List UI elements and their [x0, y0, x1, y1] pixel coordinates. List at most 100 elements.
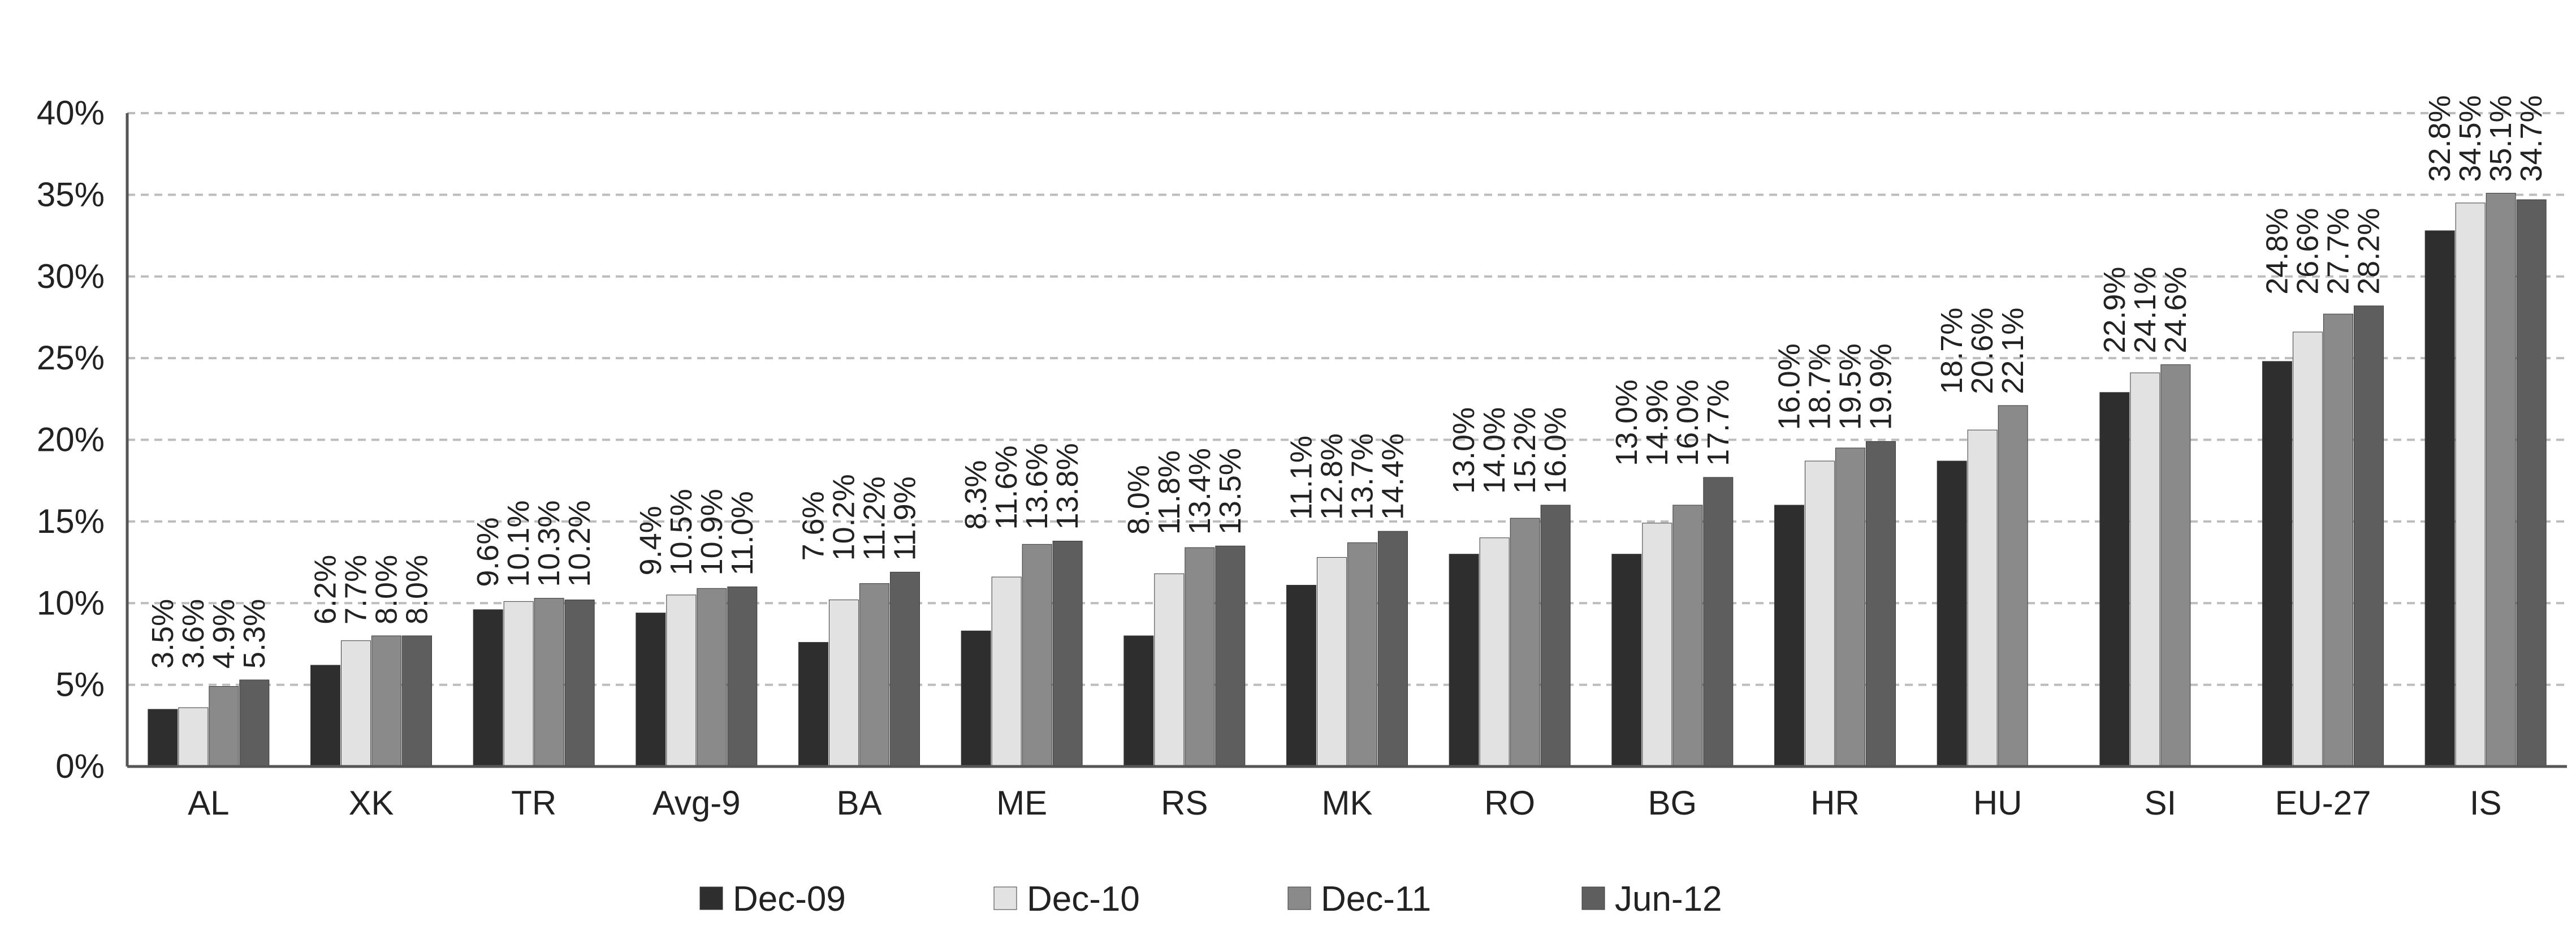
bar-eu-27-dec-10 [2293, 331, 2323, 767]
data-label: 8.0% [370, 555, 404, 624]
data-label: 14.4% [1376, 433, 1410, 520]
legend-label: Dec-11 [1321, 880, 1431, 919]
gridlines [127, 112, 2567, 686]
x-tick-label: RS [1161, 784, 1208, 822]
bar-me-dec-10 [991, 576, 1022, 767]
bar-si-dec-11 [2160, 364, 2191, 767]
data-label: 11.6% [989, 445, 1023, 529]
legend-swatch [1287, 886, 1311, 910]
data-label: 27.7% [2322, 208, 2355, 295]
y-tick-label: 40% [37, 94, 105, 132]
x-tick-label: HU [1973, 784, 2022, 822]
data-label: 3.5% [146, 599, 180, 669]
bar-si-dec-09 [2099, 392, 2130, 767]
data-label: 28.2% [2352, 208, 2386, 295]
x-axis: AL XK TR Avg-9 BA ME RS MK RO BG HR HU SI EU-27 IS [127, 765, 2567, 822]
bar-al-dec-10 [178, 707, 209, 767]
data-label: 13.8% [1051, 443, 1084, 529]
bar-mk-dec-11 [1347, 542, 1377, 767]
x-tick-label: TR [511, 784, 556, 822]
bar-ro-dec-10 [1479, 537, 1510, 767]
legend-label: Dec-09 [733, 880, 846, 919]
bar-is-dec-09 [2424, 230, 2455, 767]
bar-xk-dec-09 [310, 665, 340, 767]
data-label: 20.6% [1965, 308, 1999, 394]
data-label: 34.7% [2514, 95, 2548, 182]
y-tick-label: 35% [37, 175, 105, 213]
y-tick-label: 30% [37, 257, 105, 295]
bar-bg-dec-09 [1611, 554, 1642, 767]
bar-si-dec-10 [2130, 372, 2160, 767]
data-label: 26.6% [2291, 208, 2325, 295]
legend-swatch [699, 886, 723, 910]
bar-hr-dec-10 [1805, 460, 1835, 767]
data-label: 11.2% [858, 476, 892, 561]
data-label: 16.0% [1538, 407, 1572, 494]
y-axis: 0% 5% 10% 15% 20% 25% 30% 35% 40% [37, 94, 129, 785]
bar-bg-jun-12 [1703, 477, 1734, 767]
bar-me-dec-11 [1022, 544, 1052, 767]
bar-hu-dec-11 [1998, 405, 2028, 767]
bars [148, 192, 2547, 767]
data-label: 13.4% [1183, 448, 1217, 535]
data-label: 16.0% [1773, 343, 1806, 430]
data-label: 35.1% [2484, 95, 2518, 182]
data-label: 32.8% [2423, 95, 2457, 182]
data-label: 14.9% [1640, 380, 1674, 466]
x-tick-label: AL [188, 784, 229, 822]
bar-eu-27-dec-09 [2262, 361, 2292, 767]
legend-label: Dec-10 [1027, 880, 1140, 919]
data-label: 18.7% [1803, 343, 1837, 430]
y-tick-label: 0% [55, 747, 105, 785]
data-label: 10.1% [502, 500, 535, 587]
x-tick-label: HR [1810, 784, 1860, 822]
data-labels: 3.5%3.6%4.9%5.3%6.2%7.7%8.0%8.0%9.6%10.1… [146, 95, 2548, 669]
x-tick-label: IS [2470, 784, 2502, 822]
bar-me-jun-12 [1052, 541, 1083, 767]
legend-swatch [993, 886, 1017, 910]
data-label: 13.0% [1610, 380, 1644, 466]
bar-al-jun-12 [239, 679, 270, 767]
data-label: 10.3% [532, 500, 566, 587]
bar-rs-dec-11 [1185, 547, 1215, 767]
data-label: 18.7% [1935, 308, 1969, 394]
data-label: 4.9% [207, 599, 241, 669]
data-label: 11.9% [888, 476, 922, 561]
bar-rs-dec-10 [1154, 573, 1185, 767]
bar-tr-jun-12 [564, 599, 595, 767]
data-label: 13.5% [1213, 448, 1247, 535]
bar-ba-jun-12 [890, 571, 920, 767]
bar-mk-dec-09 [1286, 584, 1316, 767]
bar-al-dec-11 [209, 686, 239, 767]
bar-ro-jun-12 [1540, 505, 1571, 767]
data-label: 14.0% [1477, 407, 1511, 494]
bar-hr-dec-11 [1835, 447, 1865, 767]
y-tick-label: 25% [37, 339, 105, 377]
bar-mk-jun-12 [1378, 531, 1408, 767]
x-tick-label: Avg-9 [652, 784, 741, 822]
bar-tr-dec-10 [503, 601, 534, 767]
x-tick-label: MK [1322, 784, 1373, 822]
bar-mk-dec-10 [1317, 557, 1347, 767]
data-label: 22.1% [1996, 308, 2030, 394]
bar-me-dec-09 [961, 630, 991, 767]
data-label: 19.5% [1834, 343, 1868, 430]
bar-hu-dec-09 [1937, 460, 1967, 767]
data-label: 12.8% [1315, 433, 1349, 520]
data-label: 3.6% [176, 599, 210, 669]
bar-hu-dec-10 [1967, 429, 1998, 767]
bar-xk-jun-12 [402, 635, 432, 767]
y-tick-label: 10% [37, 584, 105, 622]
bar-bg-dec-10 [1642, 523, 1672, 767]
bar-tr-dec-09 [473, 609, 503, 767]
bar-avg-9-dec-11 [697, 588, 727, 767]
bar-xk-dec-10 [341, 640, 371, 767]
data-label: 10.5% [664, 489, 698, 575]
data-label: 24.8% [2261, 208, 2294, 295]
data-label: 13.0% [1447, 407, 1481, 494]
data-label: 11.1% [1285, 436, 1319, 520]
x-tick-label: BG [1648, 784, 1697, 822]
y-tick-label: 5% [55, 666, 105, 704]
bar-xk-dec-11 [371, 635, 401, 767]
